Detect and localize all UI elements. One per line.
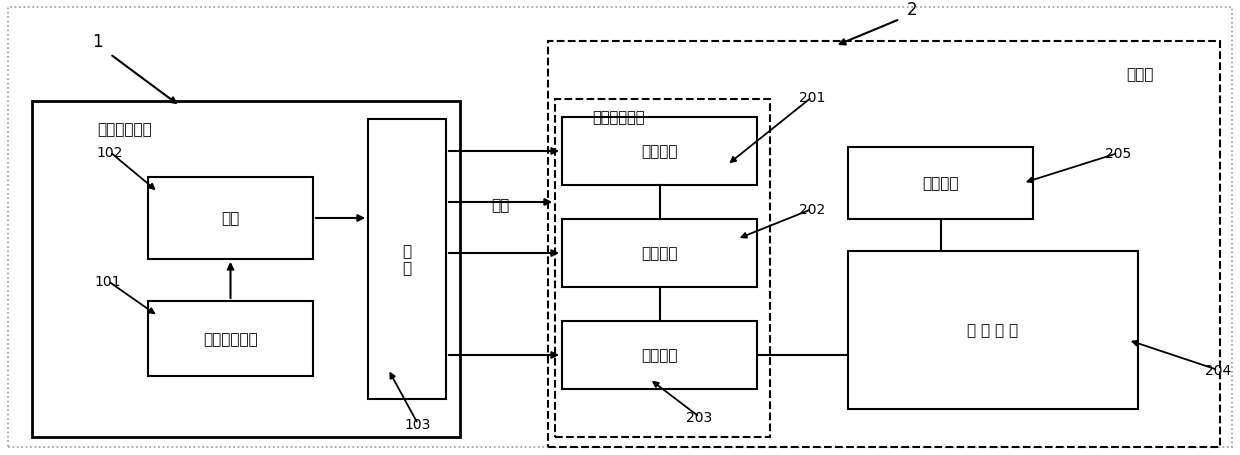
Bar xyxy=(548,42,1220,447)
Bar xyxy=(848,148,1033,219)
Text: 203: 203 xyxy=(687,410,713,424)
Text: 电源: 电源 xyxy=(222,211,239,226)
Text: 103: 103 xyxy=(404,417,432,431)
Text: 101: 101 xyxy=(94,274,122,288)
Text: 磁力发生装置: 磁力发生装置 xyxy=(98,122,153,137)
Bar xyxy=(32,102,460,437)
Bar xyxy=(556,100,770,437)
Bar xyxy=(562,321,756,389)
Bar xyxy=(562,118,756,186)
Text: 2: 2 xyxy=(906,1,918,19)
Text: 电源控制芯片: 电源控制芯片 xyxy=(203,331,258,346)
Bar xyxy=(148,177,312,259)
Text: 磁场: 磁场 xyxy=(491,198,510,213)
Text: 102: 102 xyxy=(97,146,123,160)
Text: 线
圈: 线 圈 xyxy=(403,243,412,276)
Text: 采集单元: 采集单元 xyxy=(641,246,678,261)
Text: 检测单元: 检测单元 xyxy=(641,144,678,159)
Text: 监护仪: 监护仪 xyxy=(1126,67,1153,82)
Text: 切换单元: 切换单元 xyxy=(923,176,959,191)
Bar xyxy=(368,120,446,399)
Text: 205: 205 xyxy=(1105,147,1131,161)
Text: 磁力识别装置: 磁力识别装置 xyxy=(591,110,645,125)
Text: 匹 配 单 元: 匹 配 单 元 xyxy=(967,323,1018,338)
Text: 1: 1 xyxy=(92,33,103,51)
Text: 201: 201 xyxy=(799,91,825,105)
Text: 204: 204 xyxy=(1205,363,1231,377)
Bar xyxy=(562,219,756,288)
Bar xyxy=(848,252,1138,409)
Text: 转化单元: 转化单元 xyxy=(641,348,678,363)
Text: 202: 202 xyxy=(799,202,825,217)
Bar xyxy=(148,301,312,376)
